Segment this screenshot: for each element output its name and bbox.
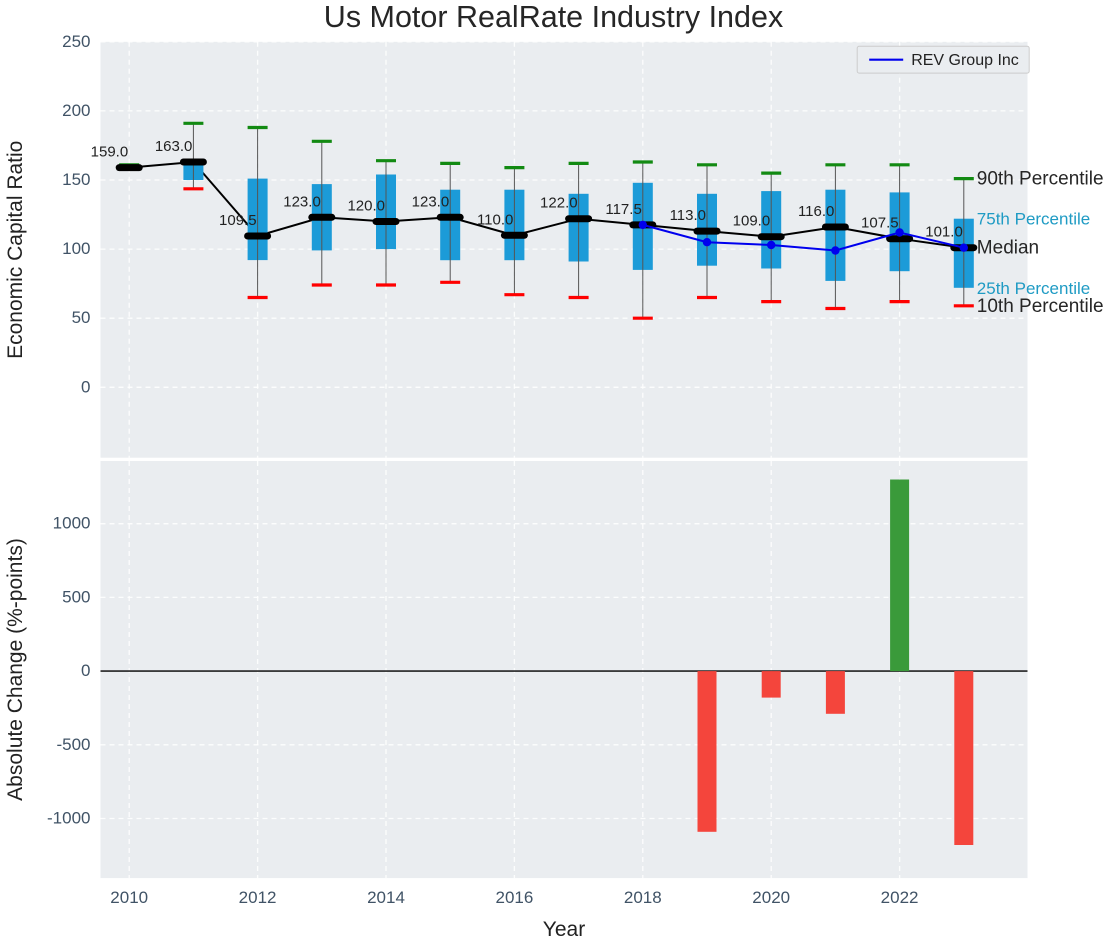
svg-text:2010: 2010 — [110, 888, 148, 907]
svg-text:75th Percentile: 75th Percentile — [977, 210, 1090, 229]
svg-text:Us Motor RealRate Industry Ind: Us Motor RealRate Industry Index — [324, 0, 783, 34]
svg-text:100: 100 — [62, 239, 90, 258]
svg-text:50: 50 — [72, 308, 91, 327]
svg-text:122.0: 122.0 — [540, 195, 578, 212]
svg-text:REV Group Inc: REV Group Inc — [911, 52, 1019, 69]
svg-text:1000: 1000 — [53, 514, 91, 533]
svg-text:250: 250 — [62, 32, 90, 51]
svg-text:2018: 2018 — [624, 888, 662, 907]
svg-text:117.5: 117.5 — [605, 201, 641, 218]
svg-text:2020: 2020 — [752, 888, 790, 907]
svg-text:101.0: 101.0 — [925, 224, 963, 241]
svg-text:2014: 2014 — [367, 888, 405, 907]
svg-text:2016: 2016 — [495, 888, 533, 907]
svg-text:107.5: 107.5 — [861, 215, 899, 232]
svg-text:200: 200 — [62, 101, 90, 120]
svg-text:Absolute Change (%-points): Absolute Change (%-points) — [4, 538, 27, 801]
svg-text:-1000: -1000 — [47, 809, 90, 828]
svg-text:123.0: 123.0 — [283, 193, 321, 210]
svg-text:Economic Capital Ratio: Economic Capital Ratio — [4, 141, 27, 359]
svg-text:2012: 2012 — [239, 888, 277, 907]
svg-text:109.0: 109.0 — [733, 213, 771, 230]
svg-text:163.0: 163.0 — [155, 138, 193, 155]
svg-text:Median: Median — [977, 238, 1039, 259]
svg-text:159.0: 159.0 — [91, 144, 129, 161]
svg-text:0: 0 — [81, 377, 90, 396]
svg-text:Year: Year — [543, 918, 585, 941]
svg-text:-500: -500 — [56, 735, 90, 754]
svg-text:116.0: 116.0 — [798, 203, 834, 220]
svg-text:110.0: 110.0 — [477, 211, 513, 228]
svg-text:150: 150 — [62, 170, 90, 189]
svg-text:10th Percentile: 10th Percentile — [977, 296, 1104, 317]
svg-text:123.0: 123.0 — [412, 193, 450, 210]
svg-text:113.0: 113.0 — [670, 207, 706, 224]
svg-text:120.0: 120.0 — [347, 198, 385, 215]
svg-text:500: 500 — [62, 587, 90, 606]
svg-text:0: 0 — [81, 661, 90, 680]
svg-text:109.5: 109.5 — [219, 212, 257, 229]
svg-text:90th Percentile: 90th Percentile — [977, 169, 1104, 190]
svg-text:2022: 2022 — [881, 888, 919, 907]
